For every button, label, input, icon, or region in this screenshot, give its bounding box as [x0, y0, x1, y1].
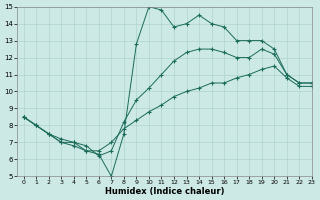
- X-axis label: Humidex (Indice chaleur): Humidex (Indice chaleur): [105, 187, 224, 196]
